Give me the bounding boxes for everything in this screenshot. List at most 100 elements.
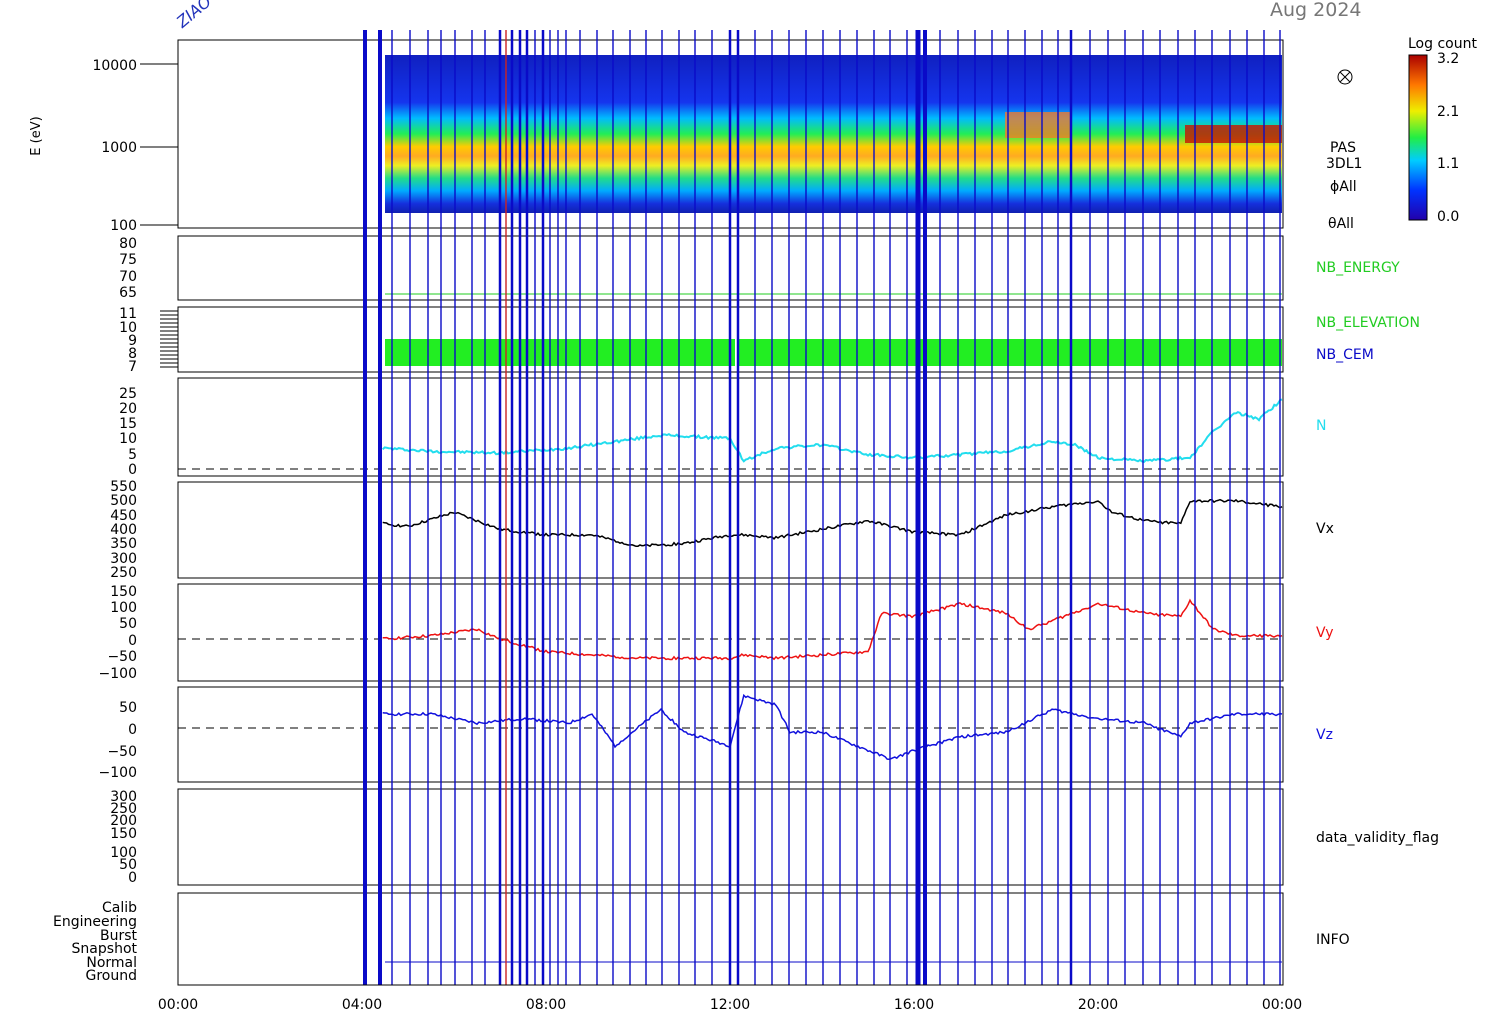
vz-label: Vz [1316, 727, 1333, 743]
n-ytick-20: 20 [119, 401, 137, 417]
x-tick-1600: 16:00 [894, 997, 934, 1013]
colorbar-tick-2: 2.1 [1437, 104, 1459, 120]
n-series-line [382, 398, 1283, 463]
colorbar: Log count 3.2 2.1 1.1 0.0 [1408, 36, 1477, 225]
vy-ytick-minus100: −100 [99, 666, 137, 682]
spectrogram-label-phi: ϕAll [1330, 179, 1357, 195]
x-tick-2400: 00:00 [1262, 997, 1302, 1013]
nb-energy-ytick-80: 80 [119, 236, 137, 252]
panel-data-validity-flag: 300 250 200 150 100 50 0 data_validity_f… [110, 788, 1439, 886]
dvf-ytick-100: 100 [110, 845, 137, 861]
x-axis: 00:00 04:00 08:00 12:00 16:00 20:00 00:0… [158, 984, 1302, 1013]
colorbar-tick-4: 0.0 [1437, 209, 1459, 225]
spectrogram-label-theta: θAll [1328, 216, 1354, 232]
vx-ytick-450: 450 [110, 508, 137, 524]
vy-ytick-50: 50 [119, 616, 137, 632]
nb-elevation-ytick-7: 7 [128, 359, 137, 375]
dvf-ytick-300: 300 [110, 789, 137, 805]
info-ytick-normal: Normal [86, 955, 137, 971]
vz-ytick-50: 50 [119, 700, 137, 716]
spectrogram-label-3dl1: 3DL1 [1326, 156, 1362, 172]
n-label: N [1316, 418, 1326, 434]
panel-nb-elevation: 11 10 9 8 7 NB_ELEVATION NB_CEM [119, 306, 1420, 375]
dvf-ytick-50: 50 [119, 857, 137, 873]
info-ytick-engineering: Engineering [53, 914, 137, 930]
spectrogram-ytick-1000: 1000 [101, 140, 137, 156]
nb-energy-label: NB_ENERGY [1316, 260, 1400, 276]
colorbar-tick-3: 1.1 [1437, 156, 1459, 172]
panel-spectrogram: E (eV) 10000 1000 100 PAS 3DL1 ϕAll θAll [29, 39, 1362, 234]
dvf-ytick-0: 0 [128, 870, 137, 886]
nb-elevation-ytick-11: 11 [119, 306, 137, 322]
n-ytick-0: 0 [128, 462, 137, 478]
info-ytick-ground: Ground [86, 968, 138, 984]
vx-label: Vx [1316, 521, 1334, 537]
x-tick-2000: 20:00 [1078, 997, 1118, 1013]
nb-elevation-band-1 [385, 339, 735, 366]
event-lines [363, 30, 1281, 985]
spectrogram-ridge-late [1005, 112, 1070, 138]
nb-energy-ytick-70: 70 [119, 269, 137, 285]
nb-energy-ytick-75: 75 [119, 252, 137, 268]
n-ytick-5: 5 [128, 447, 137, 463]
vy-ytick-minus50: −50 [107, 649, 137, 665]
info-ytick-calib: Calib [102, 900, 137, 916]
vy-ytick-100: 100 [110, 600, 137, 616]
vy-series-line [382, 598, 1283, 661]
panel-info: Calib Engineering Burst Snapshot Normal … [53, 892, 1350, 986]
vz-ytick-minus100: −100 [99, 765, 137, 781]
header-ztag: ZIAO [172, 0, 215, 32]
vz-ytick-minus50: −50 [107, 744, 137, 760]
nb-elevation-ytick-10: 10 [119, 320, 137, 336]
vy-label: Vy [1316, 625, 1334, 641]
panel-n: 25 20 15 10 5 0 N [119, 377, 1326, 478]
vx-ytick-250: 250 [110, 565, 137, 581]
x-tick-1200: 12:00 [710, 997, 750, 1013]
nb-cem-label: NB_CEM [1316, 347, 1374, 363]
vz-ytick-0: 0 [128, 722, 137, 738]
dvf-label: data_validity_flag [1316, 830, 1439, 846]
spectrogram-right-symbol [1337, 69, 1353, 85]
nb-elevation-left-ticks [160, 310, 178, 368]
n-ytick-15: 15 [119, 416, 137, 432]
spectrogram-ytick-10000: 10000 [92, 58, 137, 74]
spectrogram-ylabel: E (eV) [29, 116, 44, 155]
colorbar-tick-1: 3.2 [1437, 51, 1459, 67]
spectrogram-label-pas: PAS [1330, 140, 1356, 156]
nb-energy-ytick-65: 65 [119, 285, 137, 301]
vx-ytick-300: 300 [110, 551, 137, 567]
x-tick-0400: 04:00 [342, 997, 382, 1013]
spectrogram-ytick-100: 100 [110, 218, 137, 234]
panel-nb-energy: 80 75 70 65 NB_ENERGY [119, 235, 1400, 301]
vx-ytick-400: 400 [110, 522, 137, 538]
info-ytick-snapshot: Snapshot [72, 941, 138, 957]
vy-ytick-0: 0 [128, 633, 137, 649]
nb-elevation-band-2 [739, 339, 1282, 366]
n-ytick-25: 25 [119, 386, 137, 402]
vz-series-line [382, 693, 1283, 761]
header-date: Aug 2024 [1270, 0, 1362, 21]
vx-ytick-350: 350 [110, 536, 137, 552]
panel-vx: 550 500 450 400 350 300 250 Vx [110, 479, 1334, 581]
vx-ytick-550: 550 [110, 479, 137, 495]
vx-ytick-500: 500 [110, 493, 137, 509]
dvf-ytick-250: 250 [110, 801, 137, 817]
colorbar-title: Log count [1408, 36, 1477, 52]
nb-elevation-ytick-8: 8 [128, 346, 137, 362]
info-label: INFO [1316, 932, 1350, 948]
dvf-ytick-150: 150 [110, 826, 137, 842]
panel-vz: 50 0 −50 −100 Vz [99, 686, 1333, 783]
panel-vy: 150 100 50 0 −50 −100 Vy [99, 583, 1334, 682]
nb-elevation-label: NB_ELEVATION [1316, 315, 1420, 331]
nb-elevation-ytick-9: 9 [128, 333, 137, 349]
dvf-ytick-200: 200 [110, 813, 137, 829]
info-ytick-burst: Burst [100, 928, 138, 944]
vx-series-line [382, 498, 1283, 548]
colorbar-gradient [1408, 54, 1428, 221]
x-tick-0800: 08:00 [526, 997, 566, 1013]
vy-ytick-150: 150 [110, 584, 137, 600]
x-tick-0000: 00:00 [158, 997, 198, 1013]
n-ytick-10: 10 [119, 431, 137, 447]
